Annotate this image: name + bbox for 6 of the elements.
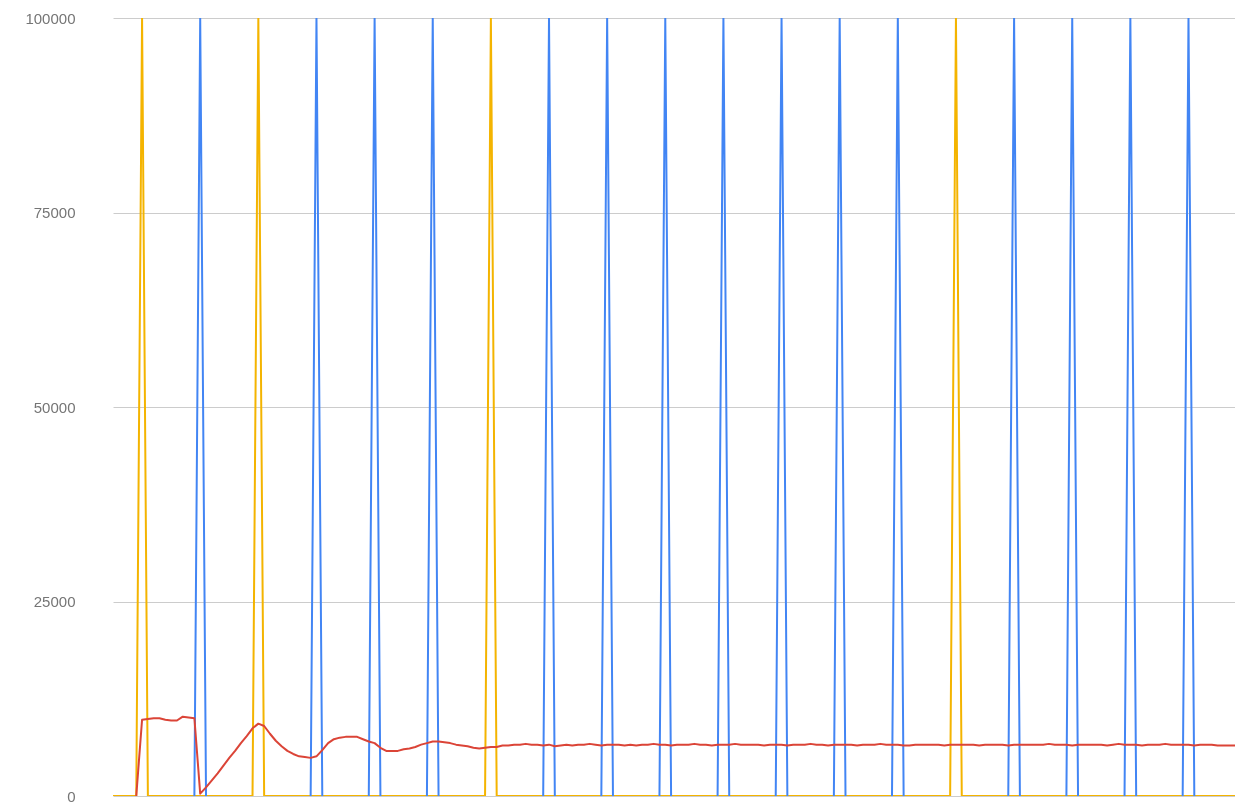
- y-tick-label: 0: [67, 787, 76, 804]
- y-tick-label: 75000: [33, 204, 76, 221]
- y-tick-label: 100000: [25, 9, 76, 27]
- y-tick-label: 25000: [33, 593, 76, 610]
- line-series: [135, 715, 1235, 796]
- y-tick-label: 50000: [33, 398, 76, 416]
